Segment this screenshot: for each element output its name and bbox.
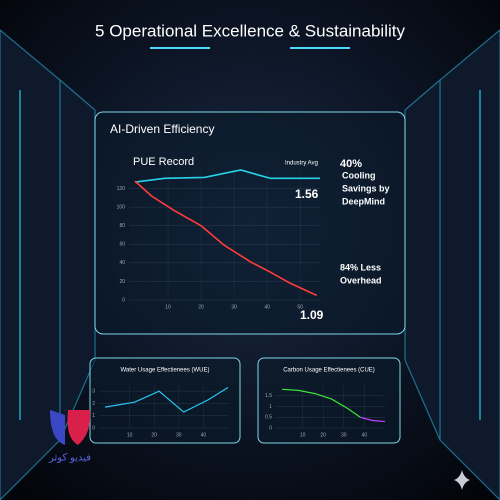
annotation: 1.56 xyxy=(295,187,319,201)
x-tick-label: 10 xyxy=(165,304,171,310)
main-panel xyxy=(94,111,406,335)
y-tick-label: 120 xyxy=(117,186,126,192)
x-tick-label: 40 xyxy=(201,432,207,438)
y-tick-label: 80 xyxy=(119,223,125,229)
y-tick-label: 1 xyxy=(269,404,272,410)
x-tick-label: 30 xyxy=(176,432,182,438)
x-tick-label: 10 xyxy=(127,432,133,438)
data-line xyxy=(134,180,318,297)
y-tick-label: 20 xyxy=(119,279,125,285)
data-line xyxy=(134,169,320,183)
x-tick-label: 40 xyxy=(264,304,270,310)
y-tick-label: 0 xyxy=(269,425,272,431)
x-tick-label: 30 xyxy=(231,304,237,310)
data-line xyxy=(360,416,386,423)
chart-title: Carbon Usage Effectienees (CUE) xyxy=(283,368,375,374)
wue-panel xyxy=(89,357,241,444)
legend-entry: Industry Avg xyxy=(285,161,318,167)
data-line xyxy=(104,386,229,413)
annotation: DeepMind xyxy=(342,196,385,206)
data-line xyxy=(281,388,361,418)
logo xyxy=(50,410,91,445)
y-tick-label: 0 xyxy=(92,425,95,431)
x-tick-label: 10 xyxy=(300,432,306,438)
brand: فیدیو کوثر xyxy=(48,453,91,464)
x-tick-label: 50 xyxy=(297,304,303,310)
x-tick-label: 20 xyxy=(198,304,204,310)
y-tick-label: 3 xyxy=(92,388,95,394)
annotation: Cooling xyxy=(342,170,376,180)
annotation: 1.09 xyxy=(300,308,324,322)
y-tick-label: 40 xyxy=(119,260,125,266)
x-tick-label: 20 xyxy=(151,432,157,438)
y-tick-label: 100 xyxy=(117,204,126,210)
y-tick-label: 0 xyxy=(122,297,125,303)
y-tick-label: 1 xyxy=(92,413,95,419)
y-tick-label: 0.5 xyxy=(265,415,272,421)
annotation: 40% xyxy=(340,158,362,170)
annotation: 84% Less xyxy=(340,262,381,272)
y-tick-label: 1.5 xyxy=(265,393,272,399)
panel-title: AI-Driven Efficiency xyxy=(110,122,214,136)
page-title: 5 Operational Excellence & Sustainabilit… xyxy=(95,21,405,40)
annotation: Overhead xyxy=(340,275,382,285)
chart-title: Water Usage Effectienees (WUE) xyxy=(120,368,209,374)
annotation: Savings by xyxy=(342,183,390,193)
cue-panel xyxy=(257,357,401,444)
y-tick-label: 2 xyxy=(92,401,95,407)
sparkle-icon xyxy=(454,470,470,490)
x-tick-label: 40 xyxy=(362,432,368,438)
chart-title: PUE Record xyxy=(133,156,194,168)
x-tick-label: 30 xyxy=(341,432,347,438)
x-tick-label: 20 xyxy=(320,432,326,438)
y-tick-label: 60 xyxy=(119,242,125,248)
